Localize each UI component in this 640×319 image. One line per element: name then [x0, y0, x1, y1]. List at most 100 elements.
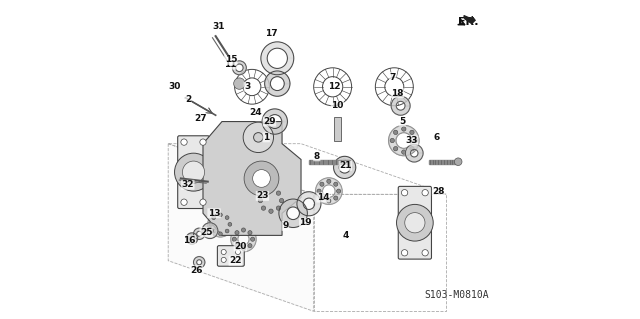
Circle shape: [235, 231, 239, 235]
Circle shape: [320, 182, 324, 186]
Text: 31: 31: [212, 22, 225, 31]
Polygon shape: [391, 96, 410, 115]
Text: 21: 21: [339, 161, 351, 170]
Circle shape: [410, 146, 414, 151]
Circle shape: [248, 244, 252, 248]
Text: 7: 7: [390, 73, 396, 82]
Circle shape: [212, 216, 216, 219]
Circle shape: [401, 189, 408, 196]
Text: 6: 6: [434, 133, 440, 142]
Polygon shape: [262, 109, 287, 134]
Text: FR.: FR.: [458, 17, 478, 27]
Circle shape: [250, 237, 255, 241]
Polygon shape: [202, 223, 218, 239]
Polygon shape: [464, 16, 475, 24]
Polygon shape: [261, 42, 294, 75]
Text: 22: 22: [229, 256, 241, 265]
Text: 19: 19: [300, 218, 312, 227]
Circle shape: [269, 209, 273, 213]
Text: 9: 9: [282, 221, 289, 230]
Text: 20: 20: [234, 242, 246, 251]
Circle shape: [261, 191, 266, 195]
Circle shape: [402, 150, 406, 154]
Circle shape: [327, 179, 331, 183]
Circle shape: [236, 249, 241, 255]
Polygon shape: [309, 160, 350, 164]
Circle shape: [236, 257, 241, 263]
FancyBboxPatch shape: [218, 246, 244, 266]
Circle shape: [181, 199, 187, 205]
Polygon shape: [193, 256, 205, 268]
Circle shape: [320, 196, 324, 200]
Circle shape: [218, 232, 222, 236]
Circle shape: [244, 161, 279, 196]
Circle shape: [228, 222, 232, 226]
Circle shape: [241, 246, 246, 250]
Polygon shape: [405, 144, 423, 162]
Circle shape: [276, 206, 281, 210]
Circle shape: [200, 199, 206, 205]
Circle shape: [258, 198, 262, 203]
Polygon shape: [203, 122, 301, 235]
Polygon shape: [388, 125, 419, 156]
Text: 17: 17: [265, 28, 277, 38]
Text: 30: 30: [168, 82, 180, 91]
Text: 1: 1: [263, 133, 269, 142]
Text: 33: 33: [406, 136, 418, 145]
Polygon shape: [193, 228, 205, 240]
Circle shape: [402, 127, 406, 131]
Bar: [333, 117, 340, 141]
Circle shape: [182, 161, 205, 183]
Text: 29: 29: [263, 117, 276, 126]
Text: 8: 8: [314, 152, 320, 161]
Polygon shape: [265, 71, 290, 96]
Circle shape: [235, 244, 239, 248]
Circle shape: [327, 199, 331, 203]
Circle shape: [394, 146, 398, 151]
Circle shape: [218, 213, 222, 217]
Circle shape: [397, 204, 433, 241]
Circle shape: [337, 189, 340, 193]
Circle shape: [234, 78, 245, 89]
Polygon shape: [316, 178, 342, 204]
Polygon shape: [297, 192, 321, 216]
Circle shape: [410, 130, 414, 135]
Circle shape: [212, 229, 216, 233]
Circle shape: [454, 158, 462, 166]
FancyBboxPatch shape: [398, 186, 431, 259]
Circle shape: [253, 170, 270, 187]
Polygon shape: [429, 160, 458, 164]
Text: 5: 5: [399, 117, 405, 126]
Text: 4: 4: [342, 231, 349, 240]
Text: S103-M0810A: S103-M0810A: [424, 290, 489, 300]
Polygon shape: [231, 226, 256, 252]
Text: 13: 13: [208, 209, 220, 218]
Circle shape: [390, 138, 394, 143]
Circle shape: [175, 153, 212, 191]
Text: 3: 3: [244, 82, 250, 91]
Circle shape: [221, 249, 227, 255]
Circle shape: [209, 222, 213, 226]
Circle shape: [413, 138, 417, 143]
Circle shape: [333, 196, 338, 200]
Text: 28: 28: [433, 187, 445, 196]
Circle shape: [181, 139, 187, 145]
Polygon shape: [232, 61, 246, 75]
Circle shape: [261, 206, 266, 210]
Polygon shape: [243, 122, 273, 152]
Polygon shape: [208, 212, 233, 237]
Text: 15: 15: [225, 56, 237, 64]
Polygon shape: [168, 144, 314, 311]
Text: 23: 23: [256, 191, 269, 200]
Circle shape: [422, 250, 428, 256]
Text: 2: 2: [185, 95, 191, 104]
Text: 27: 27: [194, 114, 207, 123]
Text: 16: 16: [183, 236, 196, 245]
Text: 14: 14: [317, 193, 330, 202]
Circle shape: [200, 139, 206, 145]
Circle shape: [225, 229, 229, 233]
Text: 12: 12: [328, 82, 340, 91]
Text: 18: 18: [391, 89, 404, 98]
Polygon shape: [257, 186, 285, 215]
Polygon shape: [186, 233, 198, 244]
